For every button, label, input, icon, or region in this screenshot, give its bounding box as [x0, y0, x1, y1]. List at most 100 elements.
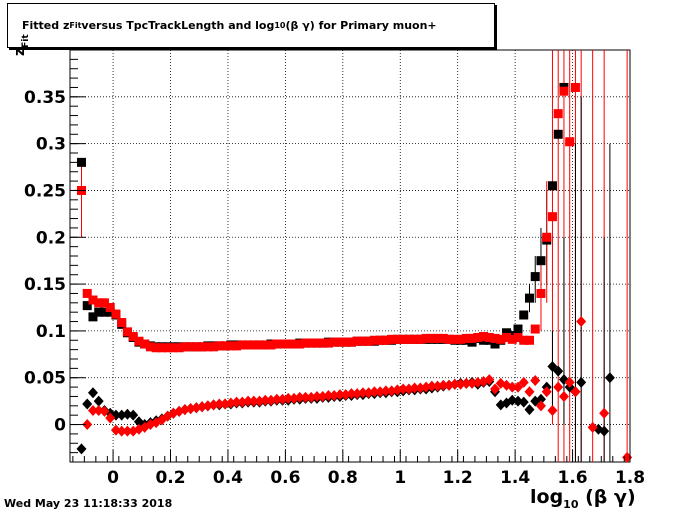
red-diamond-point — [357, 387, 368, 399]
black-diamond-point — [93, 395, 104, 407]
red-diamond-point — [461, 377, 472, 389]
red-square-point — [99, 298, 109, 308]
red-diamond-point — [530, 375, 541, 387]
red-square-point — [278, 339, 288, 349]
red-square-point — [88, 295, 98, 305]
x-tick-label: 1.4 — [500, 468, 530, 488]
x-tick-label: 0.2 — [155, 468, 185, 488]
red-diamond-point — [490, 383, 501, 395]
red-diamond-point — [248, 395, 259, 407]
xlabel-post: (β γ) — [578, 486, 636, 508]
red-diamond-point — [294, 391, 305, 403]
black-diamond-point — [524, 404, 535, 416]
red-diamond-point — [599, 407, 610, 419]
y-tick-label: 0.3 — [36, 135, 66, 155]
black-diamond-point — [553, 365, 564, 377]
black-square-point — [76, 157, 86, 167]
red-diamond-point — [535, 400, 546, 412]
red-square-point — [565, 137, 575, 147]
red-square-point — [117, 317, 127, 327]
red-diamond-point — [87, 405, 98, 416]
red-diamond-point — [283, 392, 294, 404]
y-tick-label: 0.25 — [24, 181, 66, 201]
black-square-point — [530, 272, 540, 282]
tick-labels: 0 0.2 0.4 0.6 0.8 1 1.2 1.4 1.6 1.8 0 0.05 0.1 0.15 0.… — [24, 88, 645, 488]
red-diamond-point — [323, 390, 334, 402]
black-square-point — [94, 307, 104, 317]
red-square-point — [358, 336, 368, 346]
red-square-point — [174, 343, 184, 353]
red-square-point — [312, 338, 322, 348]
red-square-point — [128, 332, 138, 342]
black-square-point — [536, 256, 546, 266]
y-tick-label: 0.15 — [24, 275, 66, 295]
red-square-point — [157, 343, 167, 353]
red-square-point — [203, 342, 213, 352]
red-square-point — [283, 339, 293, 349]
red-square-point — [467, 333, 477, 343]
red-square-point — [180, 342, 190, 352]
red-diamond-point — [260, 394, 271, 406]
red-diamond-point — [122, 425, 133, 437]
black-diamond-point — [82, 398, 93, 410]
y-tick-label: 0.1 — [36, 322, 66, 342]
red-square-point — [484, 332, 494, 342]
red-square-point — [94, 298, 104, 308]
red-square-point — [186, 342, 196, 352]
red-square-point — [335, 337, 345, 347]
red-square-point — [502, 332, 512, 342]
red-diamond-point — [438, 379, 449, 391]
red-diamond-point — [300, 391, 311, 403]
red-square-point — [381, 335, 391, 345]
red-square-point — [375, 335, 385, 345]
red-square-point — [387, 334, 397, 344]
x-tick-label: 0.4 — [213, 468, 243, 488]
red-square-point — [266, 340, 276, 350]
red-square-point — [398, 334, 408, 344]
red-square-point — [323, 338, 333, 348]
red-diamond-point — [449, 378, 460, 390]
red-square-point — [214, 341, 224, 351]
red-diamond-point — [553, 381, 564, 393]
title-pre: Fitted z — [22, 19, 70, 32]
axis-ticks — [70, 49, 631, 463]
red-square-point — [479, 332, 489, 342]
black-diamond-point — [599, 425, 610, 437]
red-diamond-point — [541, 386, 552, 398]
black-square-point — [519, 310, 529, 320]
black-diamond-point — [535, 393, 546, 405]
red-square-point — [306, 338, 316, 348]
x-tick-label: 1.8 — [615, 468, 645, 488]
data-markers — [76, 82, 633, 463]
x-tick-label: 0 — [107, 468, 119, 488]
y-tick-label: 0.2 — [36, 228, 66, 248]
red-square-point — [559, 86, 569, 96]
red-diamond-point — [409, 382, 420, 394]
red-square-point — [438, 333, 448, 343]
red-square-point — [82, 288, 92, 298]
red-diamond-point — [524, 386, 535, 398]
red-square-point — [461, 333, 471, 343]
red-square-point — [243, 340, 253, 350]
red-diamond-point — [518, 376, 529, 388]
black-diamond-point — [518, 396, 529, 408]
red-diamond-point — [311, 390, 322, 402]
plot-frame — [69, 49, 631, 463]
red-square-point — [346, 337, 356, 347]
red-diamond-point — [231, 396, 242, 408]
xlabel-sub: 10 — [563, 497, 579, 511]
red-square-point — [111, 309, 121, 319]
x-tick-label: 1 — [394, 468, 406, 488]
red-square-point — [191, 342, 201, 352]
red-square-point — [519, 335, 529, 345]
red-diamond-point — [587, 421, 598, 433]
red-square-point — [232, 341, 242, 351]
red-diamond-point — [369, 386, 380, 398]
red-square-point — [570, 82, 580, 92]
title-sub: Fit — [69, 21, 82, 30]
red-square-point — [318, 338, 328, 348]
red-diamond-point — [116, 425, 127, 437]
red-diamond-point — [564, 376, 575, 388]
y-tick-label: 0.05 — [24, 369, 66, 389]
